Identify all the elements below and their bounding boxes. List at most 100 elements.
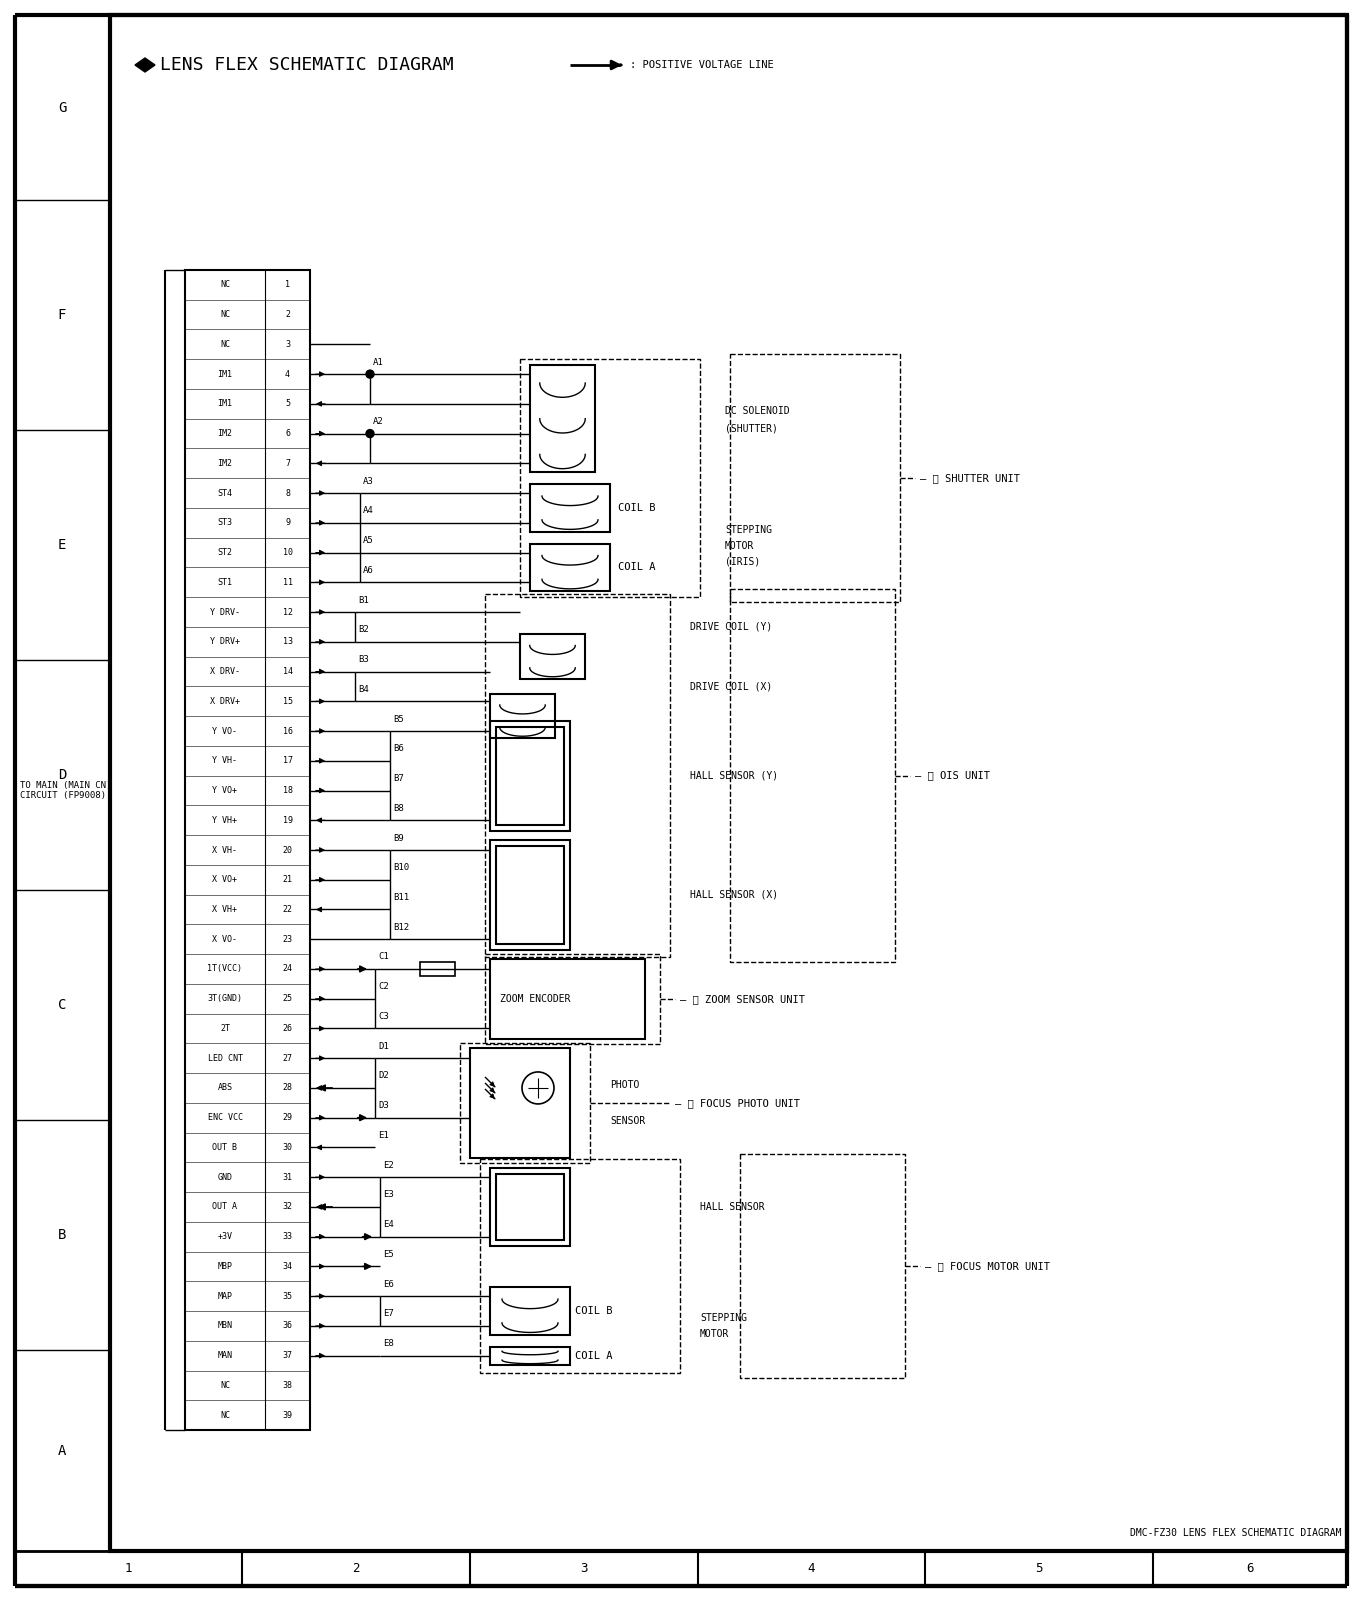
Text: IM2: IM2 xyxy=(218,429,233,439)
Text: NC: NC xyxy=(221,1410,230,1420)
Text: X VH-: X VH- xyxy=(212,845,237,855)
Text: A: A xyxy=(57,1444,67,1457)
Text: ABS: ABS xyxy=(218,1084,233,1092)
Text: E4: E4 xyxy=(383,1220,394,1230)
Text: OUT B: OUT B xyxy=(212,1143,237,1153)
Text: DC SOLENOID: DC SOLENOID xyxy=(725,405,790,416)
Bar xyxy=(520,634,586,679)
Text: OUT A: OUT A xyxy=(212,1202,237,1212)
Text: 5: 5 xyxy=(1035,1563,1043,1575)
Text: 36: 36 xyxy=(282,1321,293,1330)
Text: 4: 4 xyxy=(285,370,290,378)
Text: STEPPING: STEPPING xyxy=(725,525,772,535)
Text: 3: 3 xyxy=(285,339,290,349)
Text: HALL SENSOR (Y): HALL SENSOR (Y) xyxy=(691,770,778,781)
Text: ST2: ST2 xyxy=(218,548,233,557)
Text: 35: 35 xyxy=(282,1292,293,1300)
Text: 6: 6 xyxy=(285,429,290,439)
Text: F: F xyxy=(57,307,67,322)
Text: E1: E1 xyxy=(379,1130,388,1140)
Bar xyxy=(730,354,900,602)
Bar xyxy=(530,544,610,591)
Text: 38: 38 xyxy=(282,1382,293,1390)
Text: — Ⓐ SHUTTER UNIT: — Ⓐ SHUTTER UNIT xyxy=(919,474,1020,484)
Text: E3: E3 xyxy=(383,1191,394,1199)
Text: 1: 1 xyxy=(285,280,290,290)
Text: 24: 24 xyxy=(282,964,293,973)
Text: 10: 10 xyxy=(282,548,293,557)
Text: B6: B6 xyxy=(394,744,403,752)
Text: 22: 22 xyxy=(282,905,293,914)
Bar xyxy=(530,484,610,532)
Bar xyxy=(185,271,311,1430)
Bar xyxy=(490,720,571,831)
Polygon shape xyxy=(135,58,155,72)
Text: PHOTO: PHOTO xyxy=(610,1079,639,1090)
Text: 4: 4 xyxy=(808,1563,816,1575)
Text: B2: B2 xyxy=(358,626,369,634)
Bar xyxy=(530,365,595,472)
Bar xyxy=(490,1287,571,1335)
Text: 34: 34 xyxy=(282,1262,293,1271)
Text: Y VO+: Y VO+ xyxy=(212,786,237,796)
Bar xyxy=(485,594,670,957)
Text: COIL B: COIL B xyxy=(575,1306,613,1316)
Text: COIL A: COIL A xyxy=(618,562,655,573)
Text: NC: NC xyxy=(221,280,230,290)
Text: GND: GND xyxy=(218,1172,233,1182)
Text: Y VH+: Y VH+ xyxy=(212,817,237,825)
Text: 3T(GND): 3T(GND) xyxy=(207,994,242,1004)
Text: 6: 6 xyxy=(1246,1563,1254,1575)
Text: SENSOR: SENSOR xyxy=(610,1116,646,1126)
Text: HALL SENSOR: HALL SENSOR xyxy=(700,1202,764,1212)
Text: HALL SENSOR (X): HALL SENSOR (X) xyxy=(691,890,778,900)
Bar xyxy=(479,1159,680,1374)
Bar xyxy=(460,1042,590,1162)
Text: B8: B8 xyxy=(394,804,403,813)
Text: 1: 1 xyxy=(125,1563,132,1575)
Text: C1: C1 xyxy=(379,953,388,962)
Text: B: B xyxy=(57,1228,67,1242)
Text: B1: B1 xyxy=(358,596,369,605)
Text: 11: 11 xyxy=(282,578,293,588)
Bar xyxy=(490,839,571,949)
Text: 3: 3 xyxy=(580,1563,588,1575)
Text: X DRV+: X DRV+ xyxy=(210,696,240,706)
Text: LENS FLEX SCHEMATIC DIAGRAM: LENS FLEX SCHEMATIC DIAGRAM xyxy=(159,56,454,74)
Text: 32: 32 xyxy=(282,1202,293,1212)
Text: A4: A4 xyxy=(364,506,373,516)
Text: (SHUTTER): (SHUTTER) xyxy=(725,424,778,434)
Text: B9: B9 xyxy=(394,834,403,842)
Text: 13: 13 xyxy=(282,637,293,647)
Text: IM1: IM1 xyxy=(218,370,233,378)
Bar xyxy=(490,1169,571,1246)
Text: — Ⓔ FOCUS MOTOR UNIT: — Ⓔ FOCUS MOTOR UNIT xyxy=(925,1262,1050,1271)
Text: MAN: MAN xyxy=(218,1351,233,1361)
Text: 27: 27 xyxy=(282,1053,293,1063)
Text: G: G xyxy=(57,101,67,115)
Text: A2: A2 xyxy=(373,418,384,426)
Text: B7: B7 xyxy=(394,773,403,783)
Circle shape xyxy=(366,429,375,437)
Text: — Ⓑ OIS UNIT: — Ⓑ OIS UNIT xyxy=(915,770,990,781)
Text: 19: 19 xyxy=(282,817,293,825)
Text: B10: B10 xyxy=(394,863,409,873)
Text: DRIVE COIL (Y): DRIVE COIL (Y) xyxy=(691,621,772,632)
Text: 39: 39 xyxy=(282,1410,293,1420)
Text: DMC-FZ30 LENS FLEX SCHEMATIC DIAGRAM: DMC-FZ30 LENS FLEX SCHEMATIC DIAGRAM xyxy=(1130,1527,1342,1539)
Text: D: D xyxy=(57,768,67,781)
Text: 37: 37 xyxy=(282,1351,293,1361)
Text: X VO+: X VO+ xyxy=(212,876,237,884)
Text: 23: 23 xyxy=(282,935,293,943)
Text: 2: 2 xyxy=(285,311,290,319)
Text: 17: 17 xyxy=(282,756,293,765)
Text: C3: C3 xyxy=(379,1012,388,1021)
Text: B11: B11 xyxy=(394,893,409,901)
Text: A1: A1 xyxy=(373,357,384,367)
Text: COIL B: COIL B xyxy=(618,503,655,512)
Text: TO MAIN (MAIN CN)
CIRCUIT (FP9008): TO MAIN (MAIN CN) CIRCUIT (FP9008) xyxy=(20,781,112,800)
Text: (IRIS): (IRIS) xyxy=(725,557,760,567)
Text: NC: NC xyxy=(221,339,230,349)
Text: E7: E7 xyxy=(383,1310,394,1318)
Text: A5: A5 xyxy=(364,536,373,544)
